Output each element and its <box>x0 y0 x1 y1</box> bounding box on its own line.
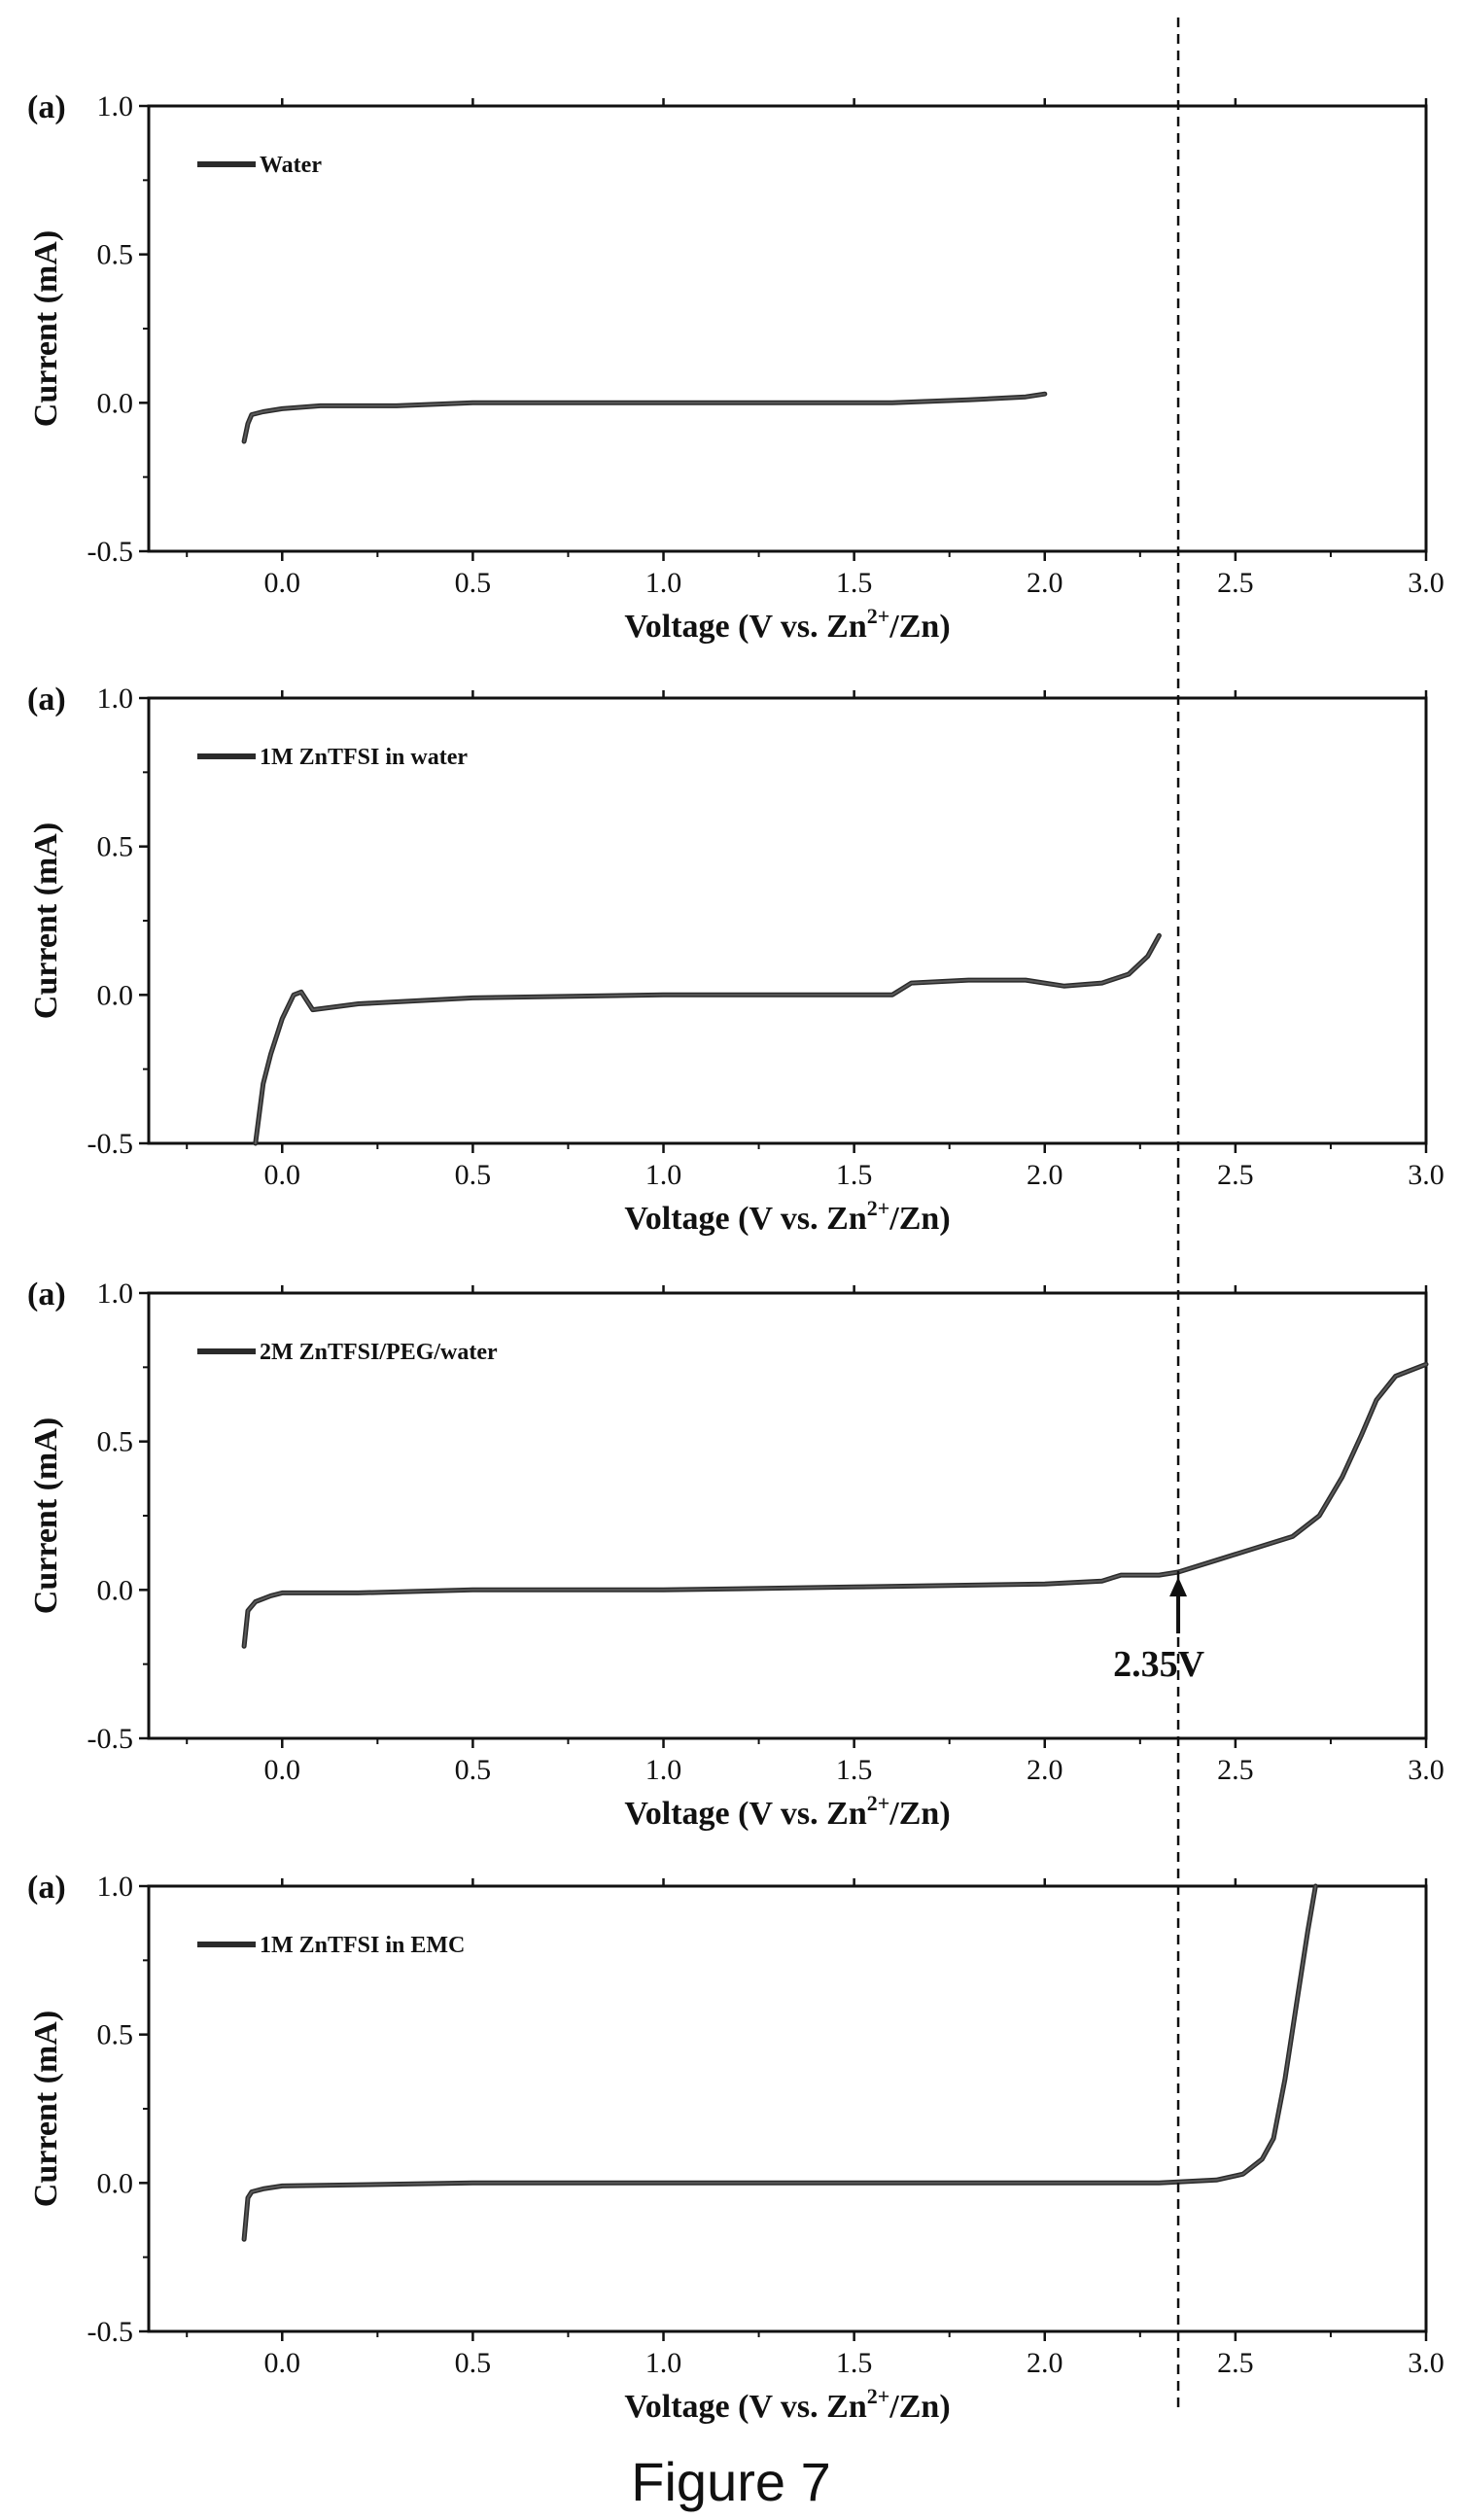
x-tick-label: 2.5 <box>1217 567 1254 599</box>
plot-frame <box>147 104 1428 553</box>
series-line-overlay <box>243 393 1046 442</box>
y-tick-label: -0.5 <box>87 2316 134 2348</box>
x-axis-title-main: Voltage (V vs. Zn <box>624 1201 866 1237</box>
annotation-arrow-head <box>1169 1577 1188 1597</box>
x-tick-label: 0.0 <box>264 2347 301 2379</box>
x-tick-label: 2.0 <box>1027 1159 1063 1191</box>
y-tick-label: -0.5 <box>87 1128 134 1160</box>
series-line-overlay <box>243 1363 1427 1648</box>
panel-label: (a) <box>27 89 66 125</box>
legend-label: 1M ZnTFSI in EMC <box>260 1933 465 1958</box>
chart-panel-2: 0.0 0.5 1.0 1.5 2.0 2.5 3.0 -0.5 0.0 0.5 1.0 (a) Cur… <box>27 682 1445 1237</box>
x-axis-title-main: Voltage (V vs. Zn <box>624 609 866 645</box>
x-tick-label: 2.5 <box>1217 1754 1254 1786</box>
annotation-label: 2.35V <box>1113 1644 1205 1685</box>
series-line <box>241 1361 1429 1649</box>
y-tick-label: 0.5 <box>97 239 134 271</box>
x-tick-label: 1.0 <box>645 567 682 599</box>
chart-panel-1: 0.0 0.5 1.0 1.5 2.0 2.5 3.0 -0.5 0.0 0.5 1.0 (a) Cur… <box>27 89 1445 645</box>
x-axis-title: Voltage (V vs. Zn2+/Zn) <box>624 1196 950 1237</box>
x-tick-label: 2.5 <box>1217 1159 1254 1191</box>
x-tick-label: 1.5 <box>836 1754 873 1786</box>
x-axis-title-superscript: 2+ <box>867 1791 890 1815</box>
x-axis-title-end: /Zn) <box>888 2389 950 2425</box>
y-axis-title: Current (mA) <box>28 1418 64 1614</box>
y-axis-title: Current (mA) <box>28 2011 64 2207</box>
x-tick-label: 0.0 <box>264 1754 301 1786</box>
y-tick-label: 0.5 <box>97 1426 134 1458</box>
x-tick-label: 0.0 <box>264 567 301 599</box>
y-tick-label: 0.0 <box>97 2167 134 2199</box>
y-tick-label: -0.5 <box>87 1723 134 1755</box>
x-tick-label: 1.0 <box>645 1159 682 1191</box>
y-axis-title: Current (mA) <box>28 230 64 427</box>
figure-caption: Figure 7 <box>631 2451 830 2512</box>
x-tick-label: 2.0 <box>1027 567 1063 599</box>
x-tick-label: 0.5 <box>455 1754 492 1786</box>
series-line-overlay <box>243 1885 1317 2241</box>
x-tick-label: 0.5 <box>455 567 492 599</box>
y-tick-label: 0.5 <box>97 2019 134 2051</box>
y-tick-label: 0.0 <box>97 1574 134 1606</box>
panel-label: (a) <box>27 1277 66 1312</box>
chart-panel-3: 0.0 0.5 1.0 1.5 2.0 2.5 3.0 -0.5 0.0 0.5 1.0 (a) Cur… <box>27 1277 1445 1832</box>
x-tick-label: 1.0 <box>645 2347 682 2379</box>
x-axis-title: Voltage (V vs. Zn2+/Zn) <box>624 1791 950 1832</box>
x-tick-label: 3.0 <box>1408 1159 1445 1191</box>
x-tick-label: 1.5 <box>836 2347 873 2379</box>
x-tick-label: 0.5 <box>455 2347 492 2379</box>
x-tick-label: 2.5 <box>1217 2347 1254 2379</box>
x-axis-title-end: /Zn) <box>888 1201 950 1237</box>
x-axis-title-end: /Zn) <box>888 1796 950 1832</box>
x-tick-label: 1.5 <box>836 1159 873 1191</box>
y-tick-label: 0.5 <box>97 831 134 863</box>
y-tick-label: 1.0 <box>97 682 134 715</box>
y-tick-label: 1.0 <box>97 1871 134 1903</box>
panel-label: (a) <box>27 1870 66 1906</box>
y-tick-label: 1.0 <box>97 90 134 122</box>
y-tick-label: 1.0 <box>97 1278 134 1310</box>
chart-panel-4: 0.0 0.5 1.0 1.5 2.0 2.5 3.0 -0.5 0.0 0.5 1.0 (a) Cur… <box>27 1870 1445 2425</box>
series-line-overlay <box>254 934 1161 1144</box>
x-axis-title: Voltage (V vs. Zn2+/Zn) <box>624 2384 950 2425</box>
legend-label: 2M ZnTFSI/PEG/water <box>260 1340 498 1365</box>
x-axis-title-superscript: 2+ <box>867 1196 890 1220</box>
chart-panels: 0.0 0.5 1.0 1.5 2.0 2.5 3.0 -0.5 0.0 0.5 1.0 (a) Cur… <box>27 89 1445 2425</box>
x-tick-label: 0.5 <box>455 1159 492 1191</box>
x-tick-label: 1.5 <box>836 567 873 599</box>
x-axis-title-main: Voltage (V vs. Zn <box>624 1796 866 1832</box>
x-axis-title-superscript: 2+ <box>867 604 890 628</box>
y-tick-label: -0.5 <box>87 536 134 568</box>
legend-label: 1M ZnTFSI in water <box>260 745 468 770</box>
y-axis-title: Current (mA) <box>28 822 64 1019</box>
x-tick-label: 0.0 <box>264 1159 301 1191</box>
x-tick-label: 2.0 <box>1027 2347 1063 2379</box>
x-tick-label: 3.0 <box>1408 2347 1445 2379</box>
x-tick-label: 2.0 <box>1027 1754 1063 1786</box>
legend-label: Water <box>260 153 322 178</box>
x-axis-title: Voltage (V vs. Zn2+/Zn) <box>624 604 950 645</box>
panel-label: (a) <box>27 682 66 718</box>
series-line <box>253 932 1162 1146</box>
x-tick-label: 1.0 <box>645 1754 682 1786</box>
x-axis-title-end: /Zn) <box>888 609 950 645</box>
x-axis-title-main: Voltage (V vs. Zn <box>624 2389 866 2425</box>
x-tick-label: 3.0 <box>1408 567 1445 599</box>
x-axis-title-superscript: 2+ <box>867 2384 890 2408</box>
y-tick-label: 0.0 <box>97 387 134 419</box>
y-tick-label: 0.0 <box>97 979 134 1011</box>
x-tick-label: 3.0 <box>1408 1754 1445 1786</box>
